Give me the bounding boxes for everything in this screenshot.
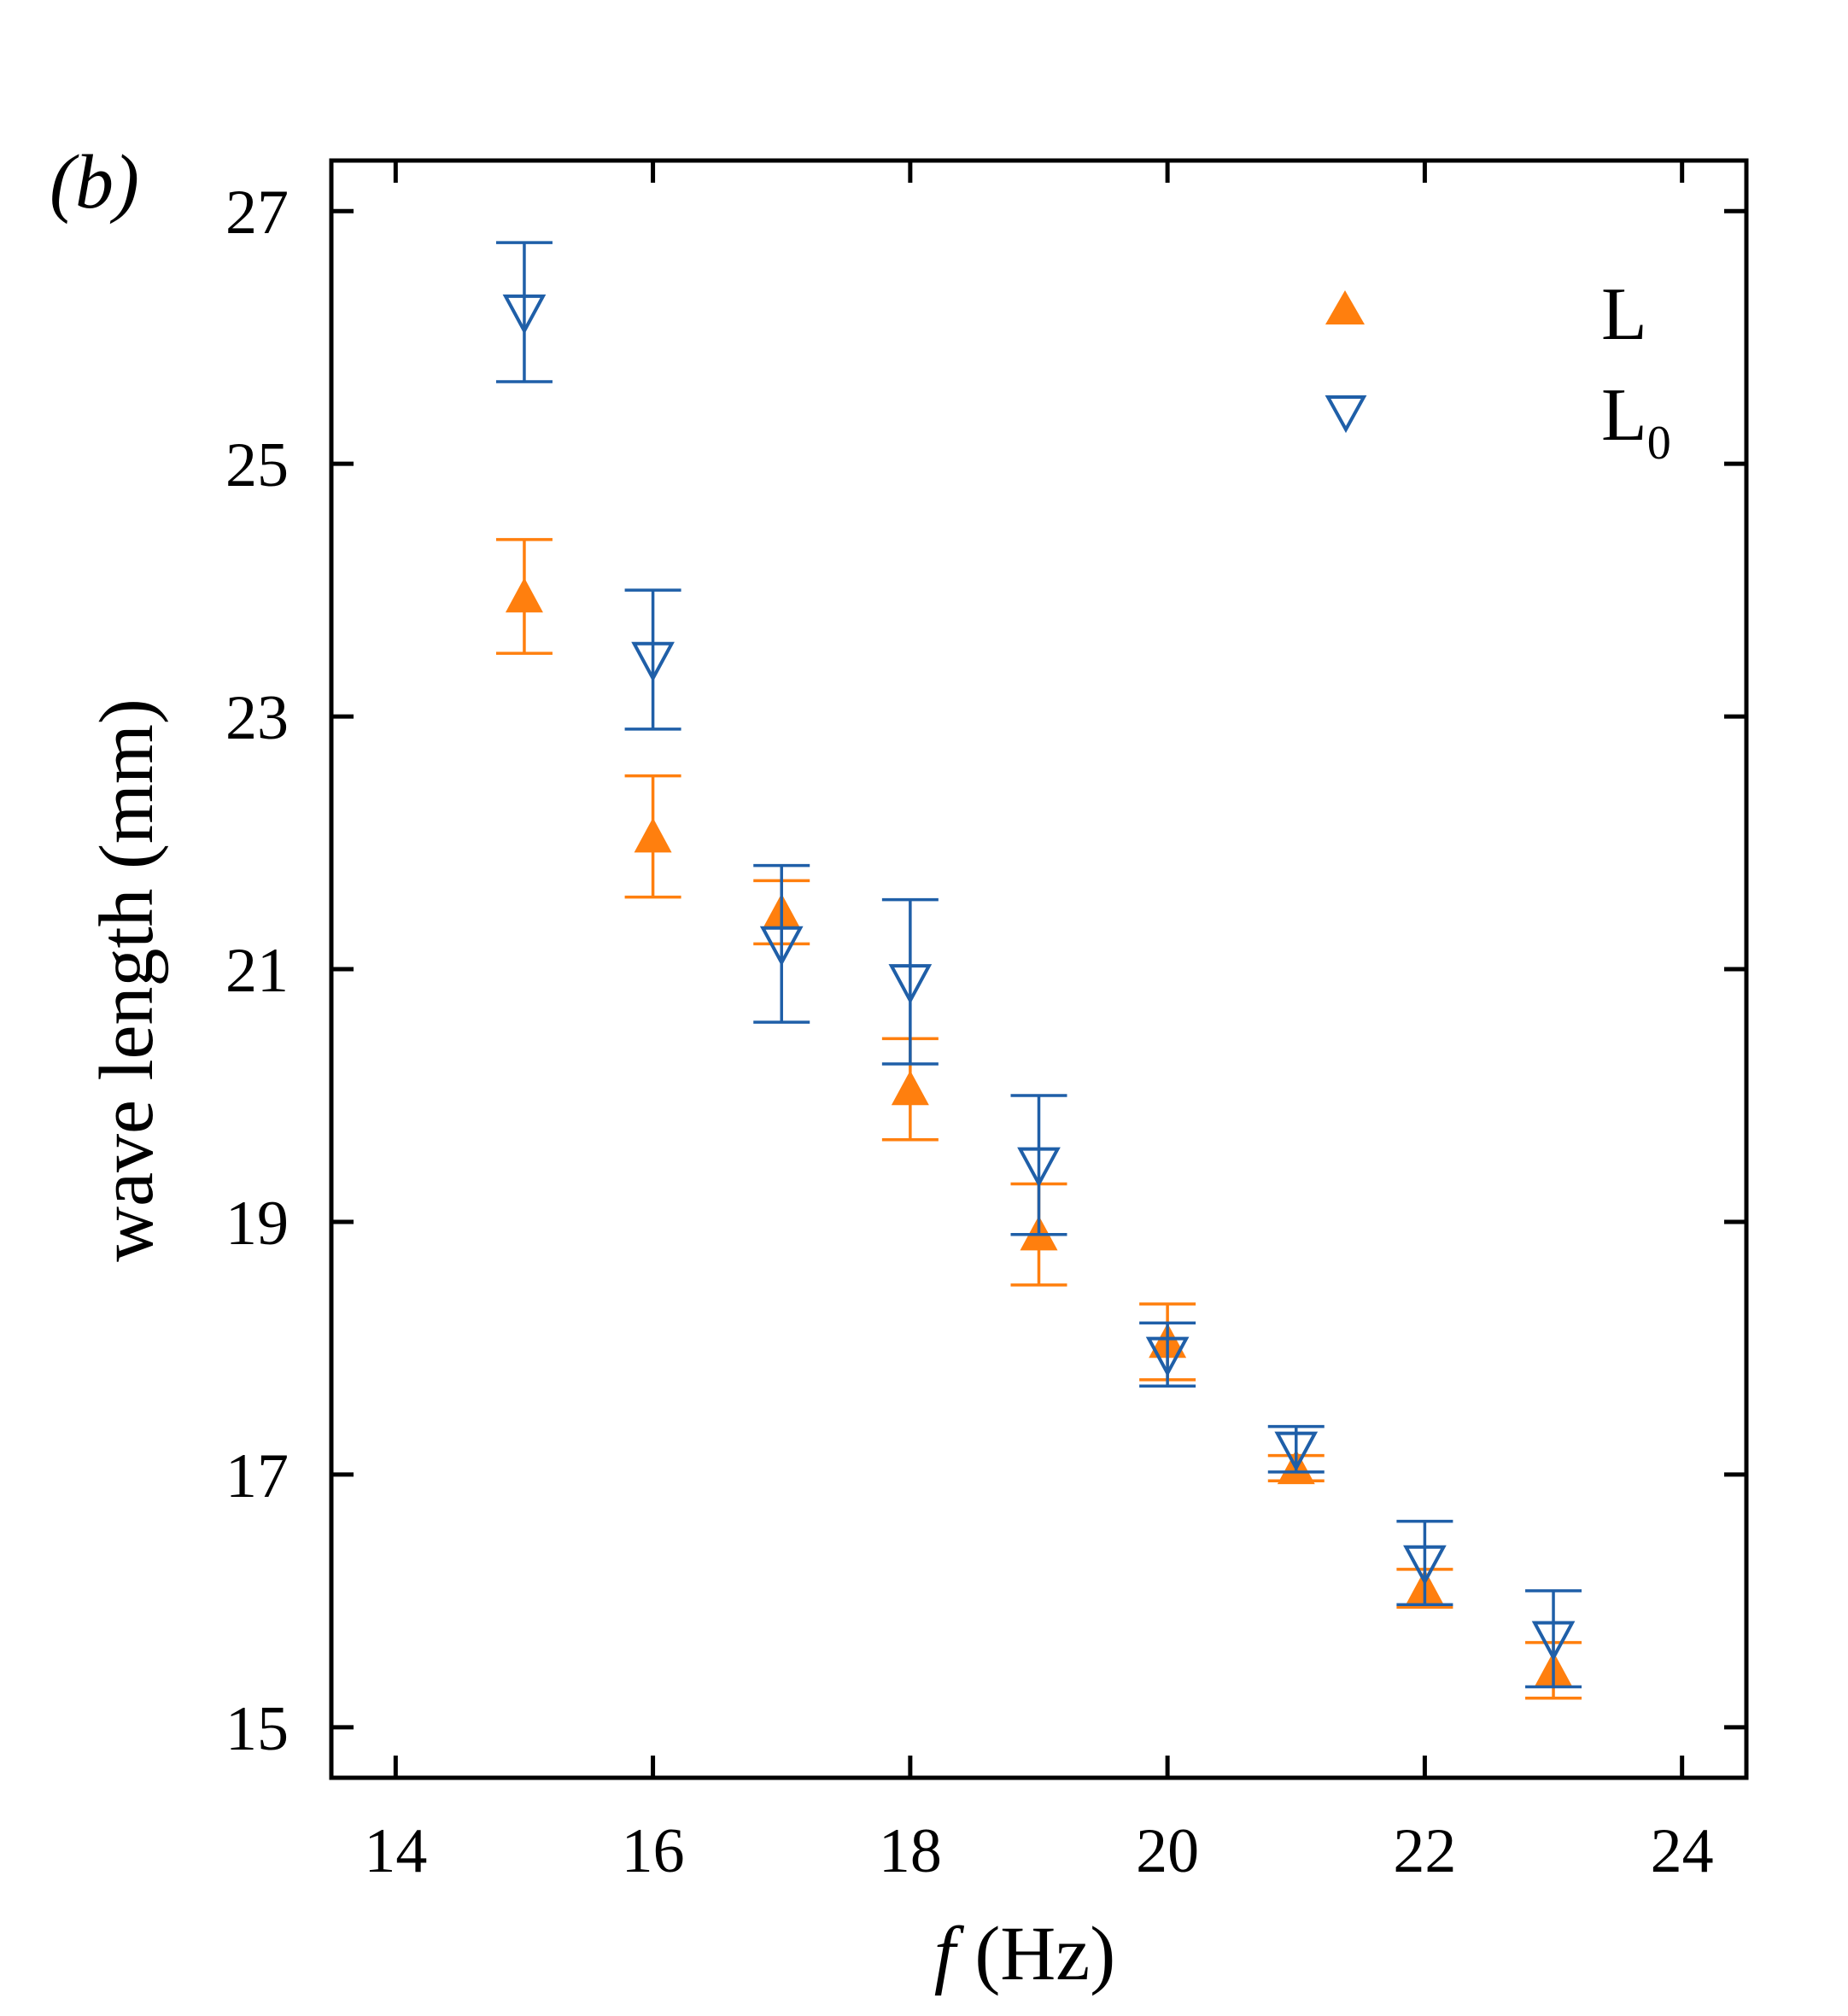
y-tick-label: 25 — [225, 430, 289, 500]
point-L0 — [1274, 1431, 1319, 1472]
legend-marker-L — [1325, 290, 1365, 324]
legend-label-L0-main: L — [1601, 374, 1647, 457]
point-L0 — [888, 964, 933, 1005]
point-L0 — [1531, 1621, 1576, 1662]
point-L0 — [631, 641, 675, 682]
point-L0 — [759, 926, 804, 967]
point-L0 — [1145, 1336, 1190, 1377]
y-tick-label: 21 — [225, 936, 289, 1006]
point-L0 — [1403, 1545, 1447, 1586]
point-L — [505, 577, 543, 613]
legend: L L0 — [1325, 273, 1671, 470]
axis-ticks — [331, 161, 1746, 1778]
legend-label-L: L — [1601, 273, 1647, 356]
x-tick-label: 14 — [364, 1816, 427, 1886]
x-axis-label: f (Hz) — [934, 1912, 1115, 1996]
y-tick-label: 17 — [225, 1441, 289, 1511]
point-L0 — [1017, 1147, 1061, 1188]
y-tick-label: 23 — [225, 683, 289, 753]
legend-label-L0-subscript: 0 — [1647, 417, 1671, 470]
panel-label: (b) — [50, 140, 139, 225]
x-tick-label: 16 — [622, 1816, 685, 1886]
x-axis-label-unit: (Hz) — [956, 1912, 1115, 1996]
legend-marker-L0 — [1325, 395, 1367, 434]
series-L0 — [495, 241, 1582, 1689]
plot-frame — [329, 158, 1749, 1780]
y-tick-label: 27 — [225, 178, 289, 248]
axis-tick-labels: 14 16 18 20 22 24 15 17 19 21 23 25 27 — [225, 178, 1714, 1886]
x-tick-label: 22 — [1393, 1816, 1456, 1886]
x-tick-label: 18 — [879, 1816, 942, 1886]
point-L — [634, 817, 672, 853]
y-tick-label: 15 — [225, 1694, 289, 1764]
point-L — [891, 1070, 929, 1106]
x-tick-label: 20 — [1136, 1816, 1199, 1886]
y-axis-label: wave length (mm) — [85, 698, 169, 1262]
legend-label-L0: L0 — [1601, 374, 1671, 470]
data-series — [495, 241, 1582, 1700]
x-tick-label: 24 — [1651, 1816, 1714, 1886]
y-tick-label: 19 — [225, 1189, 289, 1259]
point-L0 — [502, 294, 547, 335]
